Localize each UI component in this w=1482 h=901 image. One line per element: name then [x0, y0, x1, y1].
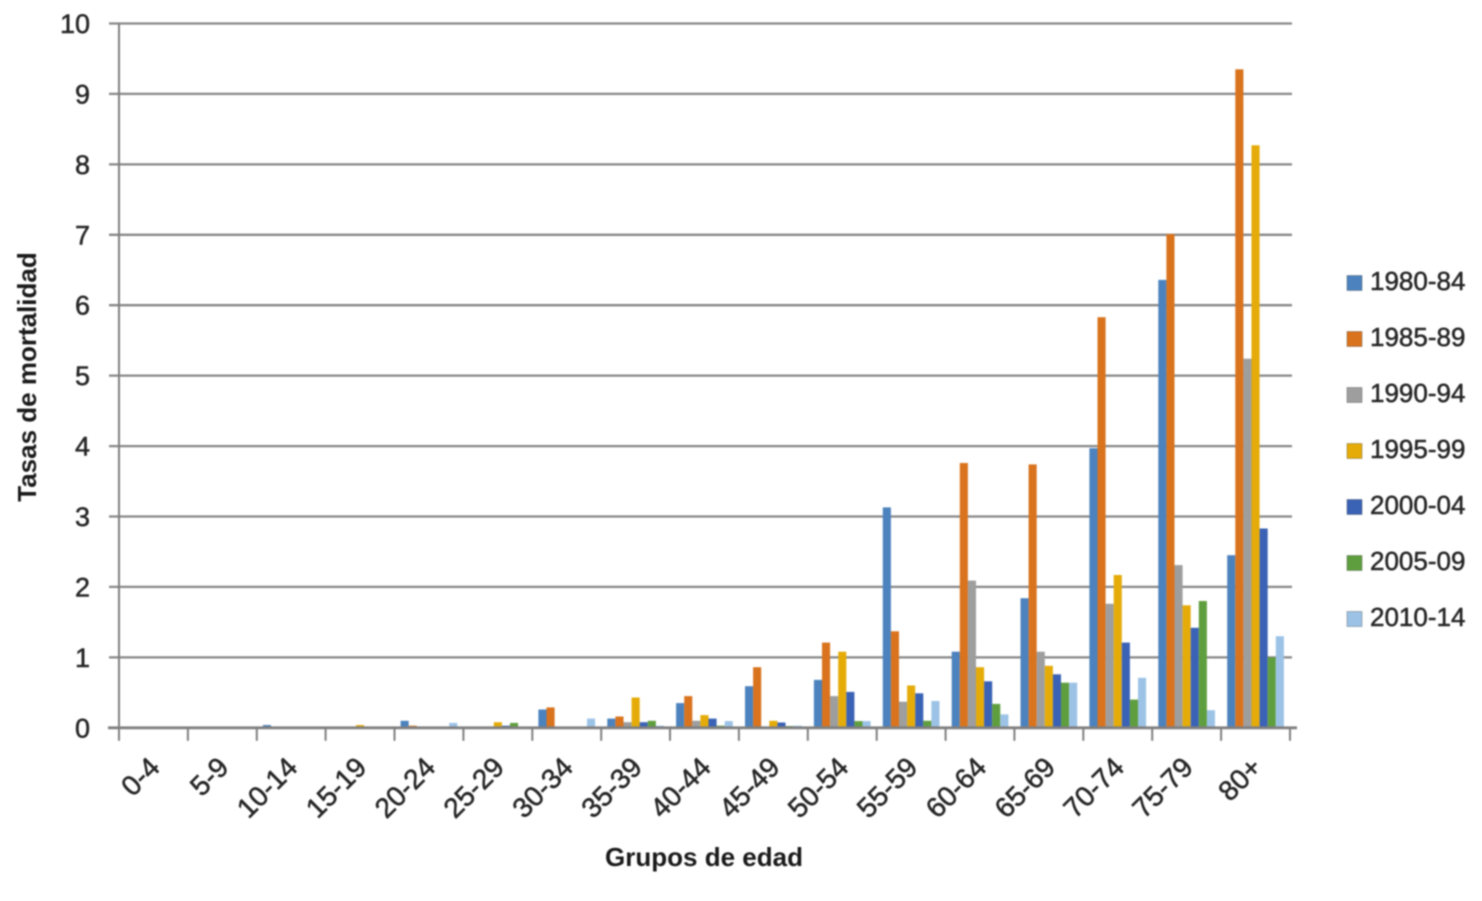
svg-text:9: 9 — [75, 79, 90, 109]
svg-text:5: 5 — [75, 361, 90, 391]
svg-text:1980-84: 1980-84 — [1370, 266, 1465, 296]
svg-text:1990-94: 1990-94 — [1370, 378, 1465, 408]
svg-text:Grupos de edad: Grupos de edad — [605, 842, 803, 872]
svg-text:4: 4 — [75, 432, 90, 462]
svg-text:6: 6 — [75, 291, 90, 321]
svg-text:2: 2 — [75, 572, 90, 602]
svg-text:0: 0 — [75, 713, 90, 743]
svg-text:2000-04: 2000-04 — [1370, 490, 1465, 520]
svg-text:1995-99: 1995-99 — [1370, 434, 1465, 464]
svg-text:1985-89: 1985-89 — [1370, 322, 1465, 352]
svg-text:3: 3 — [75, 502, 90, 532]
svg-text:Tasas de mortalidad: Tasas de mortalidad — [12, 252, 42, 502]
svg-text:2005-09: 2005-09 — [1370, 546, 1465, 576]
svg-text:7: 7 — [75, 220, 90, 250]
svg-text:8: 8 — [75, 150, 90, 180]
svg-text:1: 1 — [75, 643, 90, 673]
svg-text:2010-14: 2010-14 — [1370, 602, 1465, 632]
svg-text:10: 10 — [60, 9, 90, 39]
